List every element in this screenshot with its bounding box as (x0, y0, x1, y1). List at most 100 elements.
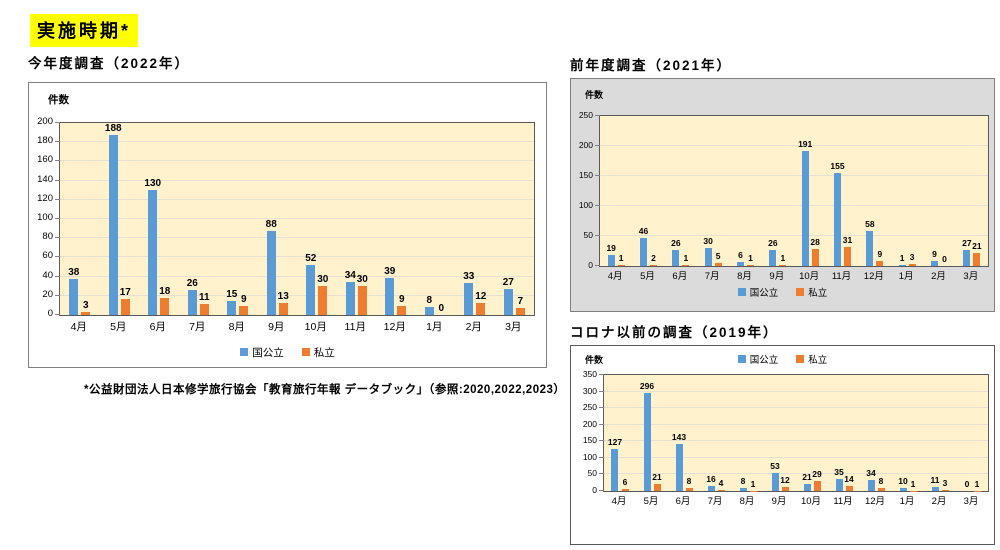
bar (813, 481, 821, 491)
chart-2021-title: 前年度調査（2021年） (570, 58, 733, 73)
y-tick-mark (599, 407, 604, 409)
bar-value-label: 2 (651, 252, 656, 263)
bar (81, 312, 91, 315)
x-tick-label: 9月 (771, 496, 787, 507)
x-tick-label: 8月 (739, 496, 755, 507)
x-tick-label: 6月 (675, 496, 691, 507)
bar-value-label: 8 (878, 476, 884, 487)
legend-swatch-icon (737, 355, 746, 363)
gridline (60, 198, 534, 200)
bar (877, 488, 885, 491)
bar (769, 250, 777, 266)
y-tick-mark (55, 218, 60, 219)
x-tick-label: 1月 (898, 271, 914, 282)
bar (187, 290, 197, 315)
bar-value-label: 130 (144, 178, 162, 190)
y-tick-mark (595, 145, 600, 146)
bar-value-label: 6 (738, 250, 743, 261)
gridline (604, 390, 988, 392)
y-tick-mark (595, 235, 600, 236)
bar-value-label: 8 (686, 476, 692, 487)
legend-item: 私立 (796, 285, 827, 299)
bar-value-label: 26 (671, 238, 681, 249)
bar (866, 231, 874, 266)
x-tick-label: 4月 (607, 271, 623, 282)
gridline (60, 275, 534, 277)
bar-value-label: 3 (82, 300, 89, 312)
bar-value-label: 17 (119, 286, 131, 298)
bar (640, 238, 647, 266)
bar-value-label: 4 (718, 477, 724, 488)
bar (199, 304, 209, 315)
x-tick-label: 12月 (864, 496, 886, 507)
bar (318, 286, 328, 315)
x-tick-label: 7月 (189, 321, 206, 333)
legend-swatch-icon (301, 348, 310, 356)
bar (650, 264, 657, 266)
bar-value-label: 34 (866, 467, 876, 478)
bar (653, 484, 661, 491)
legend-item: 国公立 (737, 285, 779, 299)
bar (672, 250, 680, 266)
y-tick-label: 100 (578, 200, 593, 210)
chart-2019-box: 件数 国公立 私立 0 50 100 150 200 250 300 350 127 6 296 21… (570, 345, 995, 545)
bar (266, 230, 276, 315)
y-tick-label: 50 (587, 468, 597, 479)
y-tick-mark (55, 314, 60, 315)
bar-value-label: 33 (463, 271, 475, 283)
bar-value-label: 38 (68, 266, 80, 278)
y-tick-mark (55, 237, 60, 239)
y-tick-label: 0 (588, 260, 593, 270)
x-tick-label: 8月 (228, 321, 245, 333)
bar (898, 265, 906, 266)
bar (160, 297, 170, 315)
bar-value-label: 9 (240, 294, 247, 306)
bar (803, 484, 811, 491)
bar (845, 486, 853, 491)
bar (931, 487, 939, 491)
chart-2021: 前年度調査（2021年） 件数 0 50 100 150 200 250 19 1 46 2 26… (570, 50, 995, 312)
page-title: 実施時期* (30, 14, 139, 47)
bar (771, 473, 779, 491)
bar-value-label: 19 (606, 242, 616, 253)
legend: 国公立 私立 (571, 352, 994, 366)
legend-item: 私立 (796, 352, 827, 366)
x-tick-label: 9月 (268, 321, 285, 333)
bar-value-label: 26 (186, 278, 198, 290)
bar (834, 173, 841, 266)
gridline (60, 237, 534, 239)
bar-value-label: 3 (909, 252, 915, 263)
y-tick-mark (595, 205, 600, 206)
bar (397, 306, 407, 315)
x-tick-label: 1月 (426, 321, 443, 333)
y-tick-mark (595, 175, 600, 176)
chart-2022: 今年度調査（2022年） 件数 0 20 40 60 80 100 120 140 160 180… (28, 50, 547, 390)
bar (239, 306, 249, 315)
bar (737, 262, 744, 266)
bar-value-label: 46 (638, 226, 649, 237)
bar (707, 485, 715, 491)
bar-value-label: 9 (932, 248, 937, 259)
y-tick-label: 140 (37, 173, 53, 185)
bar (747, 265, 754, 266)
gridline (600, 145, 988, 146)
legend-label: 私立 (808, 288, 828, 299)
gridline (60, 160, 534, 162)
x-axis: 4月 5月 6月 7月 8月 9月 10月 11月 12月 1月 2月 3月 (59, 319, 533, 333)
x-tick-label: 3月 (963, 496, 979, 507)
x-tick-label: 2月 (465, 321, 482, 333)
bar-value-label: 52 (305, 253, 317, 265)
bar (621, 489, 629, 491)
plot-area: 127 6 296 21 143 8 16 4 8 1 53 12 21 29 35 14 34 8 10 1 11 3 0… (599, 374, 989, 492)
bar-value-label: 1 (910, 478, 916, 489)
y-tick-label: 160 (37, 154, 53, 166)
x-tick-label: 7月 (707, 496, 723, 507)
y-tick-label: 80 (42, 231, 53, 243)
x-tick-label: 9月 (769, 271, 785, 282)
y-tick-label: 60 (42, 250, 53, 262)
y-tick-mark (55, 141, 60, 143)
bar-value-label: 58 (865, 219, 875, 230)
legend-label: 国公立 (749, 288, 779, 299)
bar-value-label: 30 (356, 274, 368, 286)
y-tick-mark (55, 122, 60, 123)
